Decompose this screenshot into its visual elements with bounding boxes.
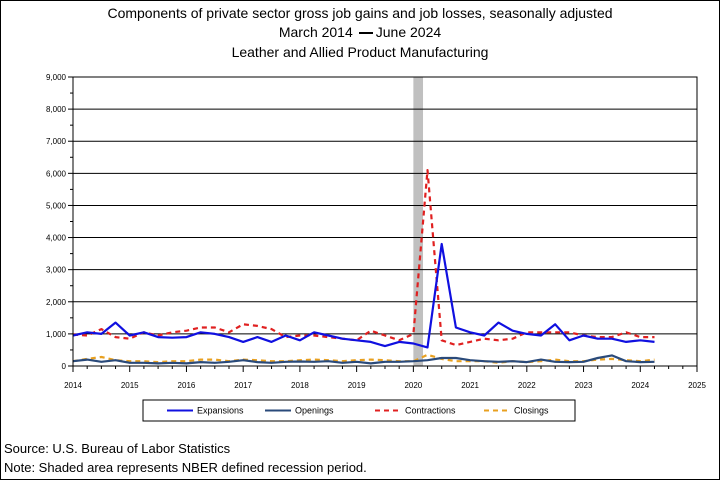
- date-range-start: March 2014: [278, 24, 353, 40]
- legend-label-contractions: Contractions: [405, 406, 456, 416]
- x-tick-label: 2021: [461, 381, 479, 390]
- x-tick-label: 2015: [121, 381, 139, 390]
- x-tick-label: 2023: [575, 381, 593, 390]
- x-tick-label: 2022: [518, 381, 536, 390]
- plot-area: [72, 76, 698, 367]
- legend-box: [142, 399, 576, 422]
- y-tick-label: 8,000: [46, 105, 67, 114]
- x-tick-label: 2019: [348, 381, 366, 390]
- y-tick-label: 5,000: [46, 201, 67, 210]
- legend-label-expansions: Expansions: [197, 406, 244, 416]
- x-tick-label: 2024: [631, 381, 649, 390]
- legend-label-closings: Closings: [514, 406, 549, 416]
- x-tick-label: 2014: [64, 381, 82, 390]
- series-line-openings: [72, 354, 655, 365]
- y-tick-label: 4,000: [46, 234, 67, 243]
- recession-band: [413, 77, 424, 366]
- chart-title: Components of private sector gross job g…: [107, 5, 613, 21]
- recession-note: Note: Shaded area represents NBER define…: [4, 460, 367, 475]
- x-tick-label: 2016: [178, 381, 196, 390]
- x-tick-label: 2020: [404, 381, 422, 390]
- date-range-dash: [358, 32, 373, 35]
- legend-label-openings: Openings: [295, 406, 334, 416]
- chart-subtitle: Leather and Allied Product Manufacturing: [231, 44, 489, 60]
- y-tick-label: 2,000: [46, 298, 67, 307]
- series-line-expansions: [72, 242, 655, 349]
- x-tick-label: 2017: [234, 381, 252, 390]
- y-tick-label: 0: [62, 362, 67, 371]
- y-tick-label: 9,000: [46, 73, 67, 82]
- series-line-contractions: [72, 169, 655, 347]
- y-tick-label: 1,000: [46, 330, 67, 339]
- y-tick-label: 3,000: [46, 266, 67, 275]
- series-line-closings: [72, 353, 655, 364]
- x-tick-label: 2018: [291, 381, 309, 390]
- source-note: Source: U.S. Bureau of Labor Statistics: [4, 441, 231, 456]
- y-tick-label: 7,000: [46, 137, 67, 146]
- chart-date-range: March 2014 June 2024: [0, 24, 720, 41]
- y-tick-label: 6,000: [46, 169, 67, 178]
- x-tick-label: 2025: [688, 381, 706, 390]
- date-range-end: June 2024: [375, 24, 442, 40]
